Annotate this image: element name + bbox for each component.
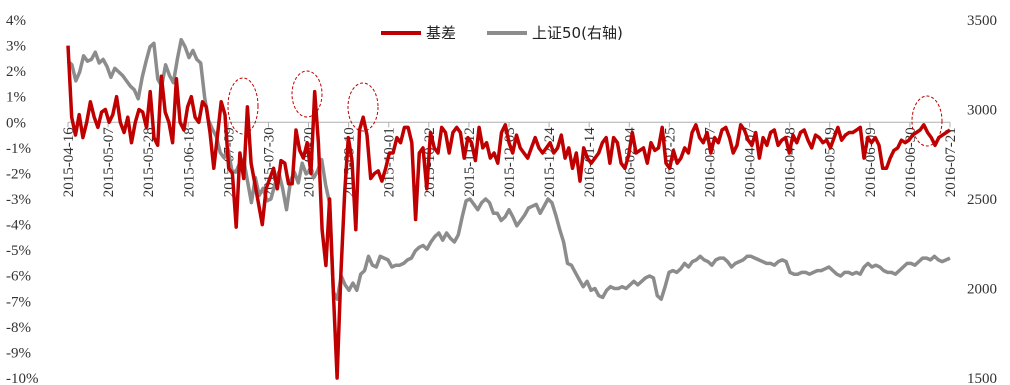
x-axis-tick-label: 2015-12-24 [542,127,558,197]
dashed-ellipse-4 [911,95,943,147]
x-axis-tick-label: 2016-07-21 [943,127,959,197]
left-axis-tick-label: -4% [6,218,31,234]
axes: 4% 3% 2% 1% 0% -1% -2% -3% -4% -5% -6% -7% -8% -9% -10… [6,13,997,385]
left-axis-tick-label: -9% [6,345,31,361]
right-axis-tick-label: 2000 [967,282,997,298]
legend: 基差 上证50(右轴) [381,24,623,42]
x-axis-tick-label: 2016-06-30 [903,127,919,197]
left-axis-tick-label: -1% [6,141,31,157]
right-axis-tick-label: 3500 [967,13,997,29]
legend-label-basis: 基差 [426,24,456,42]
legend-label-sse50: 上证50(右轴) [532,24,623,42]
left-axis-tick-label: -8% [6,320,31,336]
left-axis-tick-label: -6% [6,269,31,285]
sse50-series-line [66,37,951,301]
left-axis-tick-label: -7% [6,294,31,310]
left-axis-tick-label: -3% [6,192,31,208]
right-axis-tick-label: 2500 [967,192,997,208]
dashed-ellipse-1 [227,77,259,135]
left-axis-tick-label: 1% [6,90,26,106]
right-axis-tick-label: 3000 [967,103,997,119]
right-axis-tick-label: 1500 [967,371,997,385]
dashed-ellipse-2 [291,70,323,118]
x-axis-tick-label: 2015-04-16 [61,127,77,197]
x-axis-tick-label: 2015-05-28 [141,127,157,197]
x-axis-tick-label: 2016-05-19 [823,127,839,197]
left-axis-tick-label: -2% [6,166,31,182]
series-layer [66,37,951,380]
x-axis-tick-label: 2015-06-18 [181,127,197,197]
left-axis-tick-label: 3% [6,39,26,55]
left-axis-tick-label: -10% [6,371,39,385]
x-axis-tick-label: 2015-05-07 [101,127,117,197]
left-axis-tick-label: 0% [6,115,26,131]
left-axis-tick-label: 2% [6,64,26,80]
basis-series-line [66,45,951,380]
x-axis-tick-label: 2016-04-07 [743,127,759,197]
x-axis-tick-label: 2015-07-30 [261,127,277,197]
dashed-ellipse-3 [347,82,379,132]
left-axis-tick-label: 4% [6,13,26,29]
annotation-layer [227,70,943,147]
left-axis-tick-label: -5% [6,243,31,259]
